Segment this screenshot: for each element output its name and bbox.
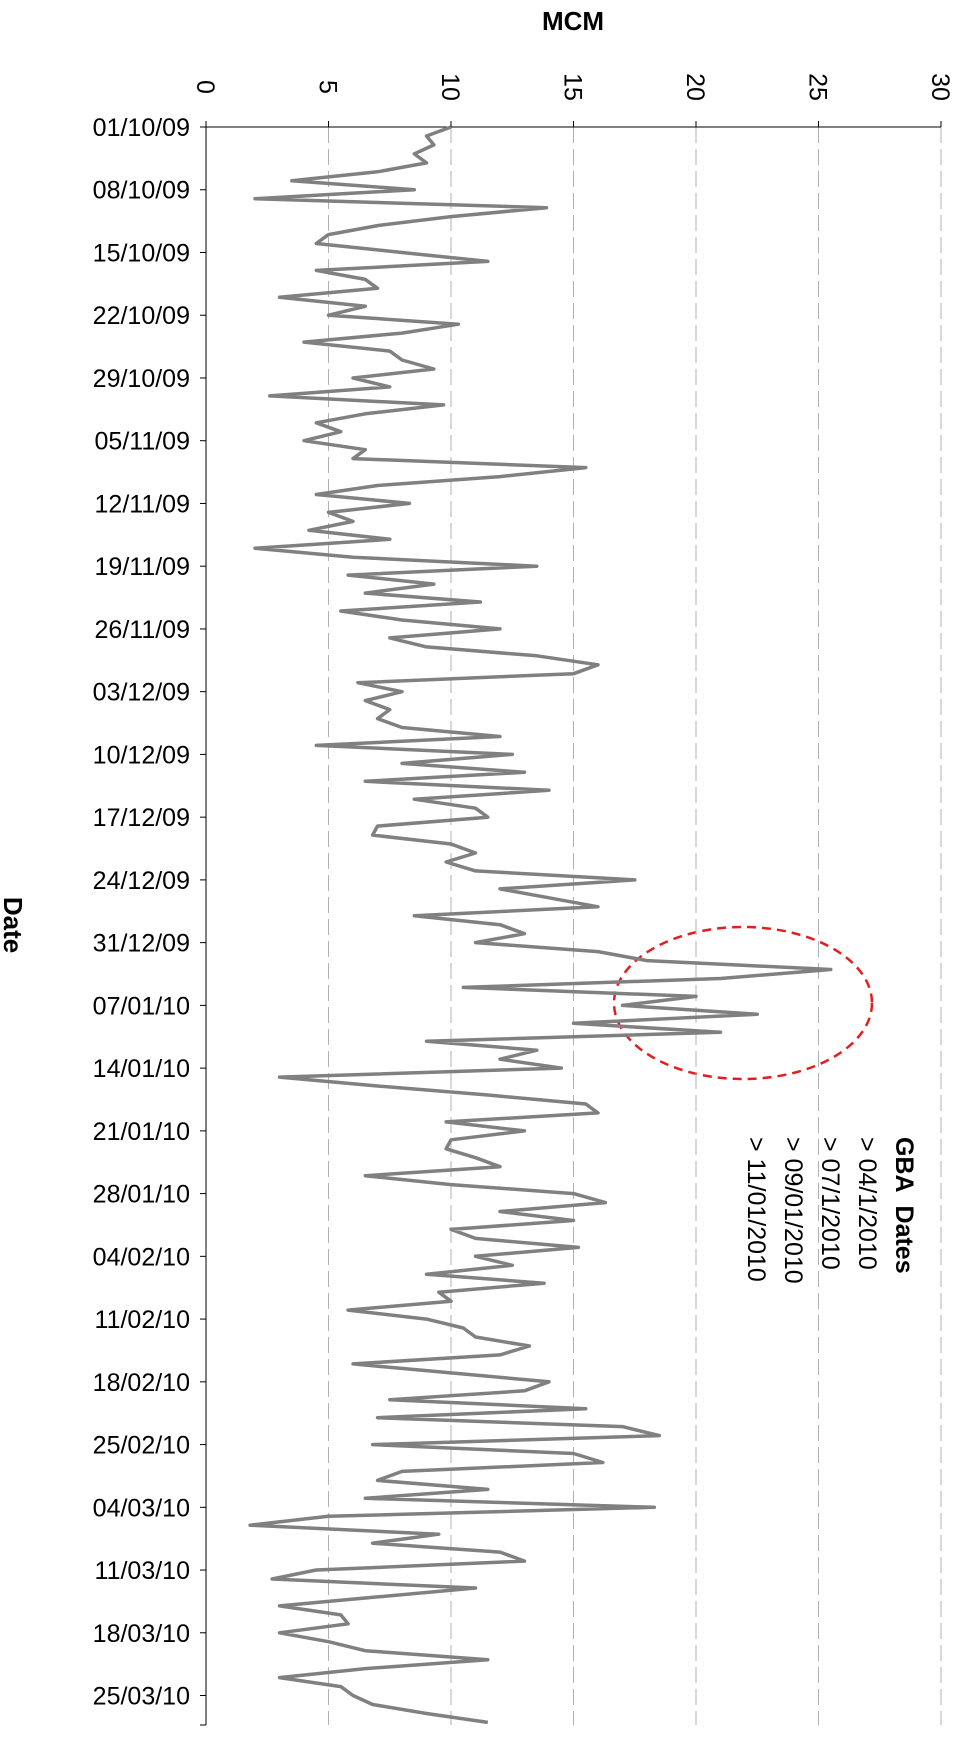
y-tick-label: 10/12/09: [93, 741, 190, 769]
x-tick-label: 15: [559, 73, 587, 101]
y-tick-label: 14/01/10: [93, 1055, 190, 1083]
annotation-item: > 07/1/2010: [816, 1137, 844, 1270]
annotation-item: > 04/1/2010: [853, 1137, 881, 1270]
y-tick-label: 11/03/10: [95, 1557, 190, 1585]
x-tick-label: 5: [314, 80, 342, 94]
y-tick-label: 05/11/09: [95, 428, 190, 456]
y-tick-label: 18/02/10: [93, 1369, 190, 1397]
value-axis-title: MCM: [542, 6, 604, 36]
y-tick-label: 15/10/09: [93, 239, 190, 267]
data-line: [248, 125, 833, 1725]
y-tick-label: 19/11/09: [95, 553, 190, 581]
y-tick-label: 01/10/09: [93, 114, 190, 142]
y-tick-label: 25/03/10: [93, 1683, 190, 1711]
x-tick-label: 20: [681, 73, 709, 101]
annotation-title: GBA Dates: [890, 1137, 918, 1274]
y-tick-label: 21/01/10: [93, 1118, 190, 1146]
y-tick-label: 25/02/10: [93, 1432, 190, 1460]
annotation-item: > 11/01/2010: [742, 1137, 770, 1282]
y-tick-label: 31/12/09: [93, 930, 190, 958]
y-tick-label: 17/12/09: [93, 804, 190, 832]
x-tick-label: 30: [926, 73, 954, 101]
y-tick-label: 04/02/10: [93, 1243, 190, 1271]
y-tick-label: 24/12/09: [93, 867, 190, 895]
y-tick-label: 11/02/10: [95, 1306, 190, 1334]
y-tick-label: 22/10/09: [93, 302, 190, 330]
x-tick-label: 0: [191, 80, 219, 94]
y-tick-label: 18/03/10: [93, 1620, 190, 1648]
y-tick-label: 08/10/09: [93, 177, 190, 205]
y-tick-label: 28/01/10: [93, 1181, 190, 1209]
y-tick-label: 29/10/09: [93, 365, 190, 393]
y-tick-label: 04/03/10: [93, 1494, 190, 1522]
y-tick-label: 03/12/09: [93, 679, 190, 707]
x-tick-label: 25: [804, 73, 832, 101]
y-tick-label: 26/11/09: [95, 616, 190, 644]
category-axis-title: Date: [0, 897, 28, 953]
x-tick-label: 10: [436, 73, 464, 101]
highlight-ellipse: [612, 925, 874, 1081]
annotation-item: > 09/01/2010: [779, 1137, 807, 1284]
y-tick-label: 12/11/09: [95, 490, 190, 518]
y-tick-label: 07/01/10: [93, 992, 190, 1020]
